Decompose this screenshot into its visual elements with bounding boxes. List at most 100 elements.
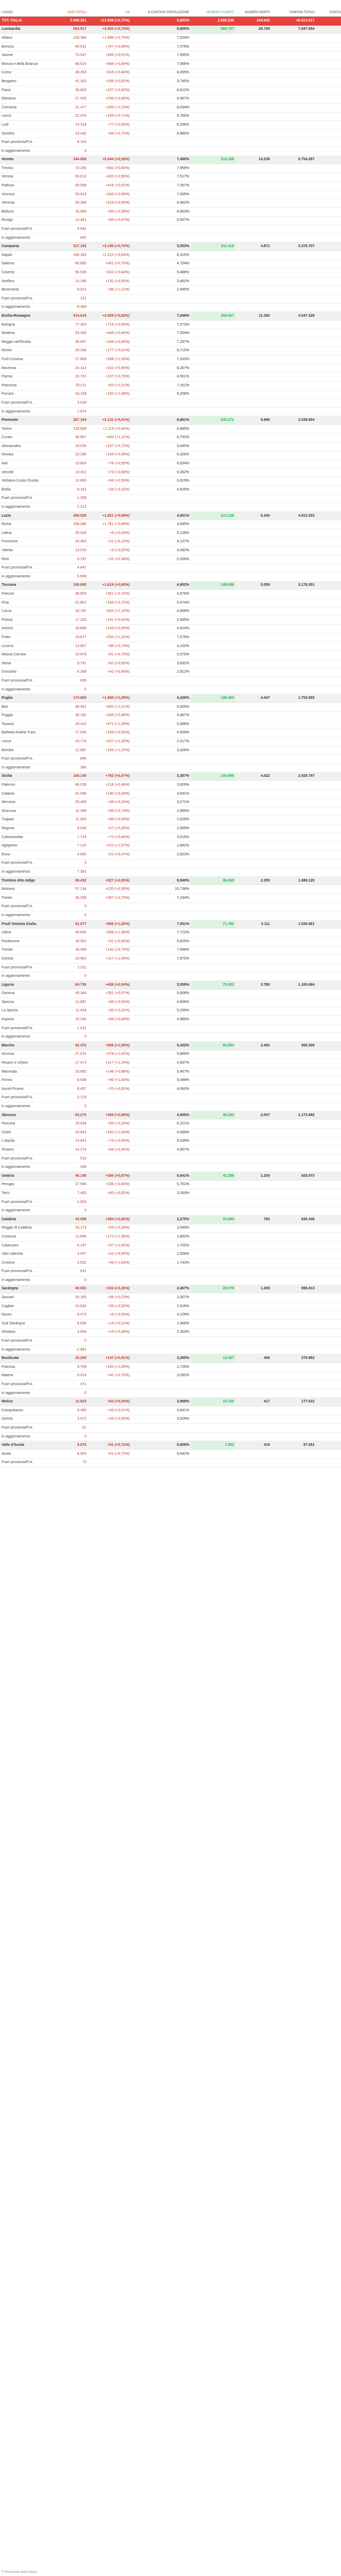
province-row[interactable]: Arezzo 16.898 +143 (+0,85%) 4,914% (0, 625, 341, 634)
province-row[interactable]: In aggiornamento 0 (0, 1206, 341, 1215)
province-row[interactable]: Udine 40.845 +556 (+1,36%) 7,712% (0, 928, 341, 938)
province-row[interactable]: Savona 12.687 +66 (+0,52%) 4,606% (0, 998, 341, 1007)
region-row[interactable]: Abruzzo 63.270 +369 (+0,59%) 4,805% 46.293 2.… (0, 1110, 341, 1120)
province-row[interactable]: Salerno 60.890 +451 (+0,75%) 4,704% (0, 260, 341, 269)
province-row[interactable]: Fuori provincia/P.A. 1.004 (0, 1198, 341, 1207)
province-row[interactable]: Bari 68.451 +820 (+1,21%) 5,500% (0, 702, 341, 712)
province-row[interactable]: Fuori provincia/P.A. 0 (0, 902, 341, 912)
province-row[interactable]: Cosenza 12.848 +173 (+1,36%) 1,862% (0, 1232, 341, 1242)
province-row[interactable]: In aggiornamento 0 (0, 147, 341, 156)
province-row[interactable]: In aggiornamento -1.681 (0, 1345, 341, 1355)
province-row[interactable]: Ragusa 9.045 +27 (+0,30%) 2,969% (0, 824, 341, 833)
province-row[interactable]: Rieti 8.197 +31 (+0,38%) 5,266% (0, 555, 341, 564)
province-row[interactable]: Matera 6.019 +42 (+0,70%) 3,092% (0, 1371, 341, 1381)
province-row[interactable]: L'Aquila 14.841 +74 (+0,50%) 5,039% (0, 1137, 341, 1146)
province-row[interactable]: In aggiornamento -188 (0, 1163, 341, 1172)
province-row[interactable]: Caltanissetta 7.719 +72 (+0,94%) 3,019% (0, 833, 341, 842)
region-row[interactable]: Liguria 84.736 +458 (+0,54%) 5,559% 75.003 3.… (0, 980, 341, 990)
province-row[interactable]: Imperia 10.240 +66 (+0,64%) 4,986% (0, 1015, 341, 1024)
province-row[interactable]: Forlì-Cesena 27.808 +288 (+1,05%) 7,033% (0, 355, 341, 364)
province-row[interactable]: Massa-Carrara 10.878 +81 (+0,75%) 5,575% (0, 650, 341, 660)
province-row[interactable]: Lecce 15.776 +207 (+1,33%) 2,017% (0, 737, 341, 746)
region-row[interactable]: Marche 82.470 +856 (+1,05%) 5,452% 60.854 2.4… (0, 1041, 341, 1051)
province-row[interactable]: Brindisi 12.887 +156 (+1,22%) 3,326% (0, 746, 341, 755)
province-row[interactable]: Pescara 19.918 +65 (+0,33%) 6,221% (0, 1119, 341, 1129)
province-row[interactable]: Siena 9.791 +82 (+0,85%) 3,692% (0, 659, 341, 668)
province-row[interactable]: Firenze 48.903 +351 (+0,72%) 4,979% (0, 589, 341, 599)
region-row[interactable]: Toscana 180.660 +1.619 (+0,90%) 4,902% 149.9… (0, 581, 341, 590)
province-row[interactable]: Caserta 50.536 +322 (+0,64%) 5,488% (0, 268, 341, 277)
region-row[interactable]: Sicilia 168.140 +782 (+0,47%) 3,387% 144.986… (0, 772, 341, 782)
province-row[interactable]: Biella 8.151 +34 (+0,42%) 4,626% (0, 485, 341, 495)
province-row[interactable]: Fuori provincia/P.A. 1.031 (0, 1024, 341, 1033)
province-row[interactable]: Padova 69.068 +418 (+0,61%) 7,367% (0, 181, 341, 191)
province-row[interactable]: Fuori provincia/P.A. 0 (0, 1336, 341, 1346)
column-header-place[interactable]: LUOGO (0, 0, 47, 17)
province-row[interactable]: Taranto 29.410 +371 (+1,28%) 5,066% (0, 720, 341, 729)
province-row[interactable]: Fuori provincia/P.A. 3.125 (0, 1094, 341, 1103)
province-row[interactable]: Benevento 8.021 +96 (+1,21%) 2,945% (0, 285, 341, 295)
province-row[interactable]: Avellino 14.286 +132 (+0,93%) 3,462% (0, 277, 341, 286)
province-row[interactable]: Verbano-Cusio-Ossola 10.893 +64 (+0,59%) 6,… (0, 476, 341, 486)
province-row[interactable]: Modena 53.345 +446 (+0,84%) 7,554% (0, 329, 341, 338)
province-row[interactable]: Vercelli 10.811 +73 (+0,68%) 6,362% (0, 468, 341, 477)
province-row[interactable]: Sassari 16.165 +38 (+0,23%) 3,307% (0, 1293, 341, 1302)
province-row[interactable]: Palermo 48.028 +218 (+0,46%) 3,826% (0, 780, 341, 790)
column-header-healed[interactable]: NUMERO GUARITI (190, 0, 236, 17)
province-row[interactable]: Varese 70.547 +355 (+0,51%) 7,950% (0, 51, 341, 60)
province-row[interactable]: In aggiornamento 7.391 (0, 867, 341, 877)
province-row[interactable]: Sud Sardegna 8.836 +14 (+0,21%) 1,966% (0, 1319, 341, 1329)
province-row[interactable]: Fuori provincia/P.A. 4.847 (0, 563, 341, 573)
province-row[interactable]: Vibo Valentia 4.057 +22 (+0,55%) 2,558% (0, 1250, 341, 1259)
column-header-swabs[interactable]: TAMPONI TOTALI (271, 0, 316, 17)
province-row[interactable]: Fuori provincia/P.A. 73 (0, 1458, 341, 1468)
province-row[interactable]: Reggio nell'Emilia 38.647 +244 (+0,64%) 7,2… (0, 338, 341, 347)
province-row[interactable]: In aggiornamento -9.468 (0, 303, 341, 313)
province-row[interactable]: Bologna 77.363 +716 (+0,93%) 7,573% (0, 320, 341, 330)
province-row[interactable]: Trieste 18.089 +142 (+0,79%) 7,698% (0, 946, 341, 955)
province-row[interactable]: Bergamo 41.302 +336 (+0,82%) 3,745% (0, 77, 341, 86)
province-row[interactable]: Viterbo 13.015 +3 (+0,02%) 4,082% (0, 546, 341, 555)
region-row[interactable]: Lombardia 663.917 +4.850 (+0,74%) 6,600% 588… (0, 25, 341, 35)
province-row[interactable]: Trapani 11.063 +60 (+0,54%) 2,626% (0, 816, 341, 825)
region-row[interactable]: Puglia 174.660 +1.865 (+1,08%) 4,426% 138.46… (0, 694, 341, 703)
province-row[interactable]: In aggiornamento 0 (0, 972, 341, 981)
province-row[interactable]: Treviso 70.200 +562 (+0,80%) 7,959% (0, 164, 341, 173)
province-row[interactable]: In aggiornamento 396 (0, 763, 341, 773)
province-row[interactable]: Milano 229.384 +1.696 (+0,75%) 7,024% (0, 34, 341, 43)
province-row[interactable]: La Spezia 11.434 +35 (+0,31%) 5,259% (0, 1007, 341, 1016)
region-row[interactable]: Valle d'Aosta 8.576 +61 (+0,72%) 6,858% 7.85… (0, 1441, 341, 1450)
province-row[interactable]: Ascoli Piceno 8.457 +70 (+0,83%) 4,060% (0, 1085, 341, 1094)
province-row[interactable]: Perugia 37.696 +236 (+0,63%) 5,751% (0, 1180, 341, 1190)
region-row[interactable]: Campania 317.182 +2.196 (+0,70%) 5,553% 211.… (0, 242, 341, 252)
region-row[interactable]: Calabria 43.098 +394 (+0,92%) 2,275% 33.894 7… (0, 1214, 341, 1224)
province-row[interactable]: Oristano 3.654 +14 (+0,38%) 2,303% (0, 1328, 341, 1337)
province-row[interactable]: Como 49.353 +316 (+0,64%) 8,265% (0, 69, 341, 78)
province-row[interactable]: Brescia 89.031 +757 (+0,86%) 7,079% (0, 42, 341, 52)
province-row[interactable]: Potenza 9.758 +105 (+1,09%) 2,726% (0, 1363, 341, 1372)
province-row[interactable]: Livorno 13.607 +98 (+0,73%) 4,102% (0, 642, 341, 651)
province-row[interactable]: Teramo 14.274 +64 (+0,45%) 4,857% (0, 1145, 341, 1155)
province-row[interactable]: Genova 49.344 +281 (+0,57%) 5,808% (0, 989, 341, 999)
province-row[interactable]: Ancona 27.615 +278 (+1,02%) 5,889% (0, 1050, 341, 1060)
province-row[interactable]: In aggiornamento 2.213 (0, 503, 341, 512)
total-row[interactable]: TOT. ITALIA 3.009.361 +13.659 (+0,73%) 5,99… (0, 16, 341, 26)
region-row[interactable]: Veneto 344.668 +2.044 (+0,59%) 7,480% 316.28… (0, 155, 341, 165)
province-row[interactable]: In aggiornamento 0 (0, 1432, 341, 1442)
province-row[interactable]: Bolzano 57.134 +220 (+0,39%) 10,738% (0, 885, 341, 894)
region-row[interactable]: Emilia-Romagna 314.618 +2.559 (+0,82%) 7,04… (0, 311, 341, 321)
province-row[interactable]: Monza e della Brianza 68.616 +568 (+0,84%)… (0, 60, 341, 69)
province-row[interactable]: Enna 4.682 +22 (+0,47%) 2,923% (0, 850, 341, 860)
province-row[interactable]: Rimini 29.336 +177 (+0,61%) 8,710% (0, 347, 341, 356)
province-row[interactable]: Nuoro 8.473 +8 (+0,09%) 4,109% (0, 1310, 341, 1320)
province-row[interactable]: Fuori provincia/P.A. 4.842 (0, 225, 341, 234)
province-row[interactable]: Lucca 18.787 +204 (+1,10%) 4,908% (0, 607, 341, 616)
province-row[interactable]: Foggia 39.182 +265 (+0,68%) 5,467% (0, 711, 341, 721)
province-row[interactable]: Cuneo 39.607 +434 (+1,11%) 6,792% (0, 433, 341, 443)
province-row[interactable]: Agrigento 7.120 +110 (+1,57%) 1,682% (0, 841, 341, 851)
province-row[interactable]: Pisa 22.801 +163 (+0,72%) 5,474% (0, 598, 341, 608)
column-header-ratio[interactable]: N.CONTAGI/ POPOLAZIONE (146, 0, 191, 17)
province-row[interactable]: Pistoia 17.253 +141 (+0,82%) 5,935% (0, 616, 341, 625)
province-row[interactable]: Siracusa 11.498 +85 (+0,74%) 2,960% (0, 807, 341, 816)
province-row[interactable]: Pordenone 18.051 +91 (+0,50%) 5,820% (0, 937, 341, 946)
